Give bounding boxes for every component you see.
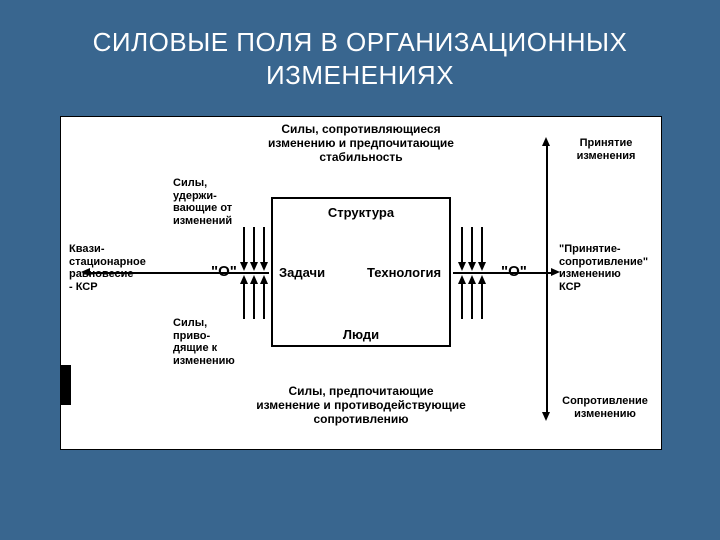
right-top-arrow-3: [481, 227, 483, 263]
left-top-head-2: [250, 262, 258, 271]
horizontal-axis: [89, 272, 269, 274]
axis-arrow-left-icon: [81, 268, 90, 276]
right-bot-arrow-3: [481, 283, 483, 319]
resistance-label: Сопротивлениеизменению: [555, 395, 655, 420]
right-caption: "Принятие-сопротивление"изменениюКСР: [559, 243, 659, 294]
right-top-arrow-2: [471, 227, 473, 263]
bottom-caption: Силы, предпочитающиеизменение и противод…: [231, 385, 491, 426]
right-bot-head-2: [468, 275, 476, 284]
left-top-arrow-2: [253, 227, 255, 263]
left-top-head-1: [240, 262, 248, 271]
left-bot-arrow-2: [253, 283, 255, 319]
o-label-left: "О": [211, 263, 237, 280]
driving-forces-label: Силы,приво-дящие кизменению: [173, 317, 253, 368]
scan-artifact: [61, 365, 71, 405]
core-bottom-label: Люди: [271, 327, 451, 342]
top-caption: Силы, сопротивляющиесяизменению и предпо…: [251, 123, 471, 164]
o-label-right: "О": [501, 263, 527, 280]
left-bot-head-3: [260, 275, 268, 284]
vaxis-down-icon: [542, 412, 550, 421]
left-bot-head-1: [240, 275, 248, 284]
left-top-arrow-1: [243, 227, 245, 263]
right-top-head-1: [458, 262, 466, 271]
slide-title: СИЛОВЫЕ ПОЛЯ В ОРГАНИЗАЦИОННЫХ ИЗМЕНЕНИЯ…: [0, 0, 720, 91]
left-bot-arrow-3: [263, 283, 265, 319]
left-bot-arrow-1: [243, 283, 245, 319]
acceptance-label: Принятиеизменения: [561, 137, 651, 162]
axis-arrow-right-icon: [551, 268, 560, 276]
vertical-axis: [546, 145, 548, 413]
core-top-label: Структура: [271, 205, 451, 220]
right-bot-arrow-2: [471, 283, 473, 319]
left-top-head-3: [260, 262, 268, 271]
right-top-head-3: [478, 262, 486, 271]
right-top-head-2: [468, 262, 476, 271]
right-top-arrow-1: [461, 227, 463, 263]
left-top-arrow-3: [263, 227, 265, 263]
left-bot-head-2: [250, 275, 258, 284]
restraining-forces-label: Силы,удержи-вающие отизменений: [173, 177, 253, 228]
core-left-label: Задачи: [279, 265, 325, 280]
right-bot-arrow-1: [461, 283, 463, 319]
core-right-label: Технология: [367, 265, 441, 280]
right-bot-head-1: [458, 275, 466, 284]
vaxis-up-icon: [542, 137, 550, 146]
force-field-figure: Силы, сопротивляющиесяизменению и предпо…: [60, 116, 662, 450]
right-bot-head-3: [478, 275, 486, 284]
